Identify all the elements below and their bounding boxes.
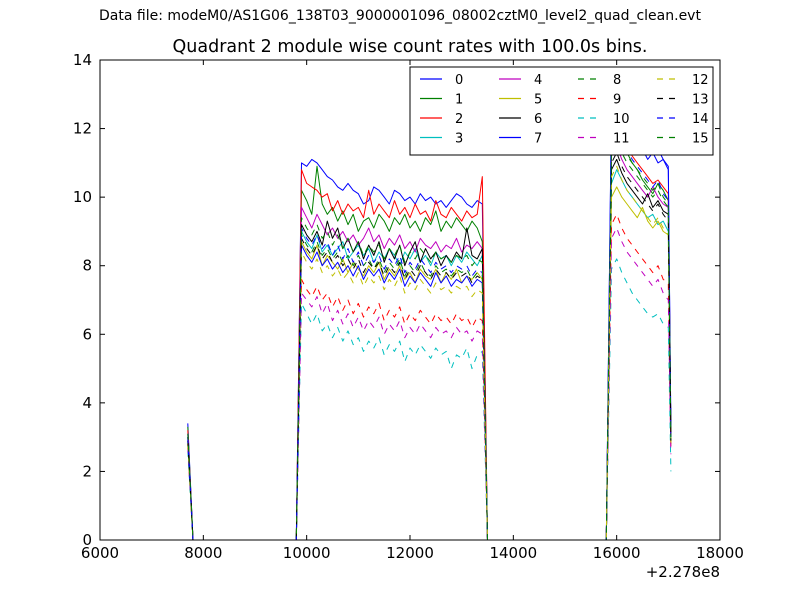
legend-label: 10 — [613, 112, 630, 127]
legend-label: 11 — [613, 132, 630, 147]
x-tick-label: 16000 — [593, 544, 641, 562]
x-tick-label: 18000 — [696, 544, 744, 562]
legend-label: 6 — [534, 112, 542, 127]
chart-title: Quadrant 2 module wise count rates with … — [172, 37, 648, 57]
legend-label: 15 — [692, 132, 709, 147]
y-tick-label: 8 — [82, 257, 92, 275]
series-line-4 — [187, 145, 672, 541]
legend-label: 5 — [534, 93, 542, 108]
legend-label: 13 — [692, 93, 709, 108]
x-tick-label: 6000 — [81, 544, 119, 562]
y-tick-label: 4 — [82, 394, 92, 412]
y-tick-label: 2 — [82, 462, 92, 480]
legend-label: 9 — [613, 93, 621, 108]
series-line-13 — [187, 152, 672, 541]
series-line-1 — [187, 117, 672, 541]
y-tick-label: 12 — [73, 120, 92, 138]
x-tick-label: 10000 — [283, 544, 331, 562]
y-tick-label: 10 — [73, 188, 92, 206]
y-tick-label: 6 — [82, 325, 92, 343]
legend-label: 2 — [455, 112, 463, 127]
legend-label: 14 — [692, 112, 709, 127]
series-line-5 — [187, 186, 672, 541]
legend-label: 3 — [455, 132, 463, 147]
series-line-8 — [187, 138, 672, 541]
x-tick-label: 8000 — [184, 544, 222, 562]
series-line-2 — [187, 114, 672, 541]
series-layer — [187, 86, 672, 541]
y-tick-label: 0 — [82, 531, 92, 549]
series-line-14 — [187, 124, 672, 541]
legend-label: 7 — [534, 132, 542, 147]
x-tick-label: 14000 — [489, 544, 537, 562]
series-line-6 — [187, 158, 672, 541]
legend-label: 8 — [613, 73, 621, 88]
x-offset-label: +2.278e8 — [646, 563, 720, 581]
x-tick-label: 12000 — [386, 544, 434, 562]
legend-label: 12 — [692, 73, 709, 88]
series-line-0 — [187, 97, 672, 541]
series-line-11 — [187, 227, 672, 541]
legend-label: 4 — [534, 73, 542, 88]
series-line-15 — [187, 131, 672, 541]
legend-label: 0 — [455, 73, 463, 88]
legend-box — [409, 66, 714, 156]
series-line-3 — [187, 169, 672, 541]
series-line-10 — [187, 258, 672, 541]
axis-ticks: 6000 8000 10000 12000 14000 16000 180000246810… — [73, 51, 744, 562]
series-line-9 — [187, 213, 672, 541]
series-line-12 — [187, 165, 672, 541]
y-tick-label: 14 — [73, 51, 92, 69]
figure-suptitle: Data file: modeM0/AS1G06_138T03_90000010… — [99, 8, 701, 24]
legend-label: 1 — [455, 93, 463, 108]
